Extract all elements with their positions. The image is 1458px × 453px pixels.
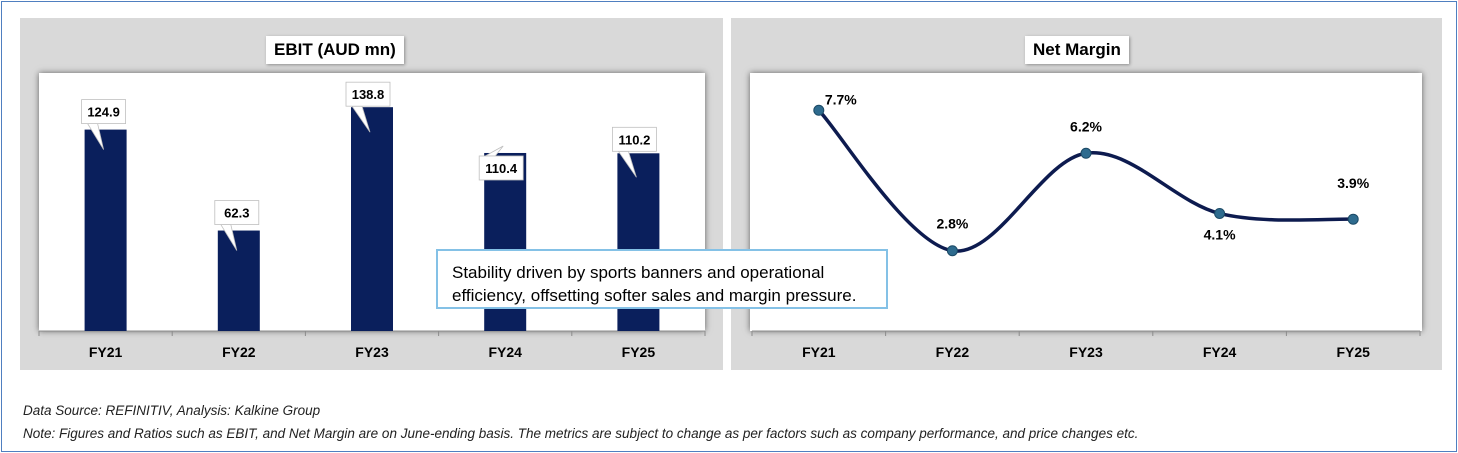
- margin-category-label: FY23: [1069, 344, 1103, 360]
- ebit-category-label: FY22: [222, 344, 256, 360]
- ebit-bar-FY23: [351, 107, 393, 331]
- ebit-category-label: FY24: [488, 344, 522, 360]
- ebit-label-box: [345, 81, 391, 107]
- margin-category-label: FY21: [802, 344, 836, 360]
- ebit-data-label-FY25: 110.2: [618, 132, 650, 147]
- net-margin-data-label-FY25: 3.9%: [1337, 175, 1369, 191]
- net-margin-point-FY24: [1214, 207, 1226, 219]
- ebit-bar-FY21: [84, 129, 127, 331]
- net-margin-line-chart: 7.7% FY21 2.8% FY22 6.2% FY23 4.1% FY24 3.9% FY25: [751, 91, 1421, 360]
- ebit-chart-title: EBIT (AUD mn): [266, 36, 404, 64]
- callout-line-2: efficiency, offsetting softer sales and …: [452, 286, 857, 305]
- net-margin-data-label-FY21: 7.7%: [825, 91, 857, 107]
- commentary-callout: Stability driven by sports banners and o…: [436, 249, 888, 309]
- ebit-label-box: [478, 155, 524, 181]
- ebit-bar-chart: 124.9 FY21 62.3 FY22 138.8 FY23 110.4 FY24 110.2…: [38, 81, 706, 360]
- ebit-data-label-FY21: 124.9: [87, 105, 120, 120]
- net-margin-point-FY23: [1080, 147, 1092, 159]
- ebit-bar-FY22: [217, 230, 260, 331]
- ebit-category-label: FY25: [622, 344, 656, 360]
- net-margin-chart-panel: Net Margin 7.7% FY21 2.8% FY22 6.2% FY23 4.1% F…: [731, 18, 1442, 370]
- data-source-note: Data Source: REFINITIV, Analysis: Kalkin…: [23, 403, 321, 418]
- ebit-chart-panel: EBIT (AUD mn) 124.9 FY21 62.3 FY22 138.8 FY23…: [20, 18, 723, 370]
- ebit-data-label-FY23: 138.8: [352, 87, 385, 102]
- ebit-data-label-FY24: 110.4: [485, 161, 518, 176]
- ebit-category-label: FY23: [355, 344, 389, 360]
- ebit-label-box: [214, 200, 260, 225]
- net-margin-point-FY25: [1347, 213, 1359, 225]
- net-margin-data-label-FY22: 2.8%: [936, 216, 968, 232]
- net-margin-series-line: [817, 108, 1355, 253]
- ebit-category-label: FY21: [89, 344, 123, 360]
- net-margin-point-FY22: [946, 245, 958, 257]
- ebit-label-box: [81, 99, 126, 124]
- ebit-data-label-FY22: 62.3: [224, 206, 249, 221]
- margin-category-label: FY24: [1203, 344, 1237, 360]
- margin-category-label: FY22: [936, 344, 970, 360]
- net-margin-chart-title: Net Margin: [1025, 36, 1129, 64]
- callout-line-1: Stability driven by sports banners and o…: [452, 263, 825, 282]
- net-margin-point-FY21: [813, 104, 825, 116]
- ebit-label-box: [612, 126, 657, 152]
- net-margin-data-label-FY23: 6.2%: [1070, 118, 1102, 134]
- margin-category-label: FY25: [1336, 344, 1370, 360]
- disclaimer-note: Note: Figures and Ratios such as EBIT, a…: [23, 426, 1139, 441]
- net-margin-data-label-FY24: 4.1%: [1204, 226, 1236, 242]
